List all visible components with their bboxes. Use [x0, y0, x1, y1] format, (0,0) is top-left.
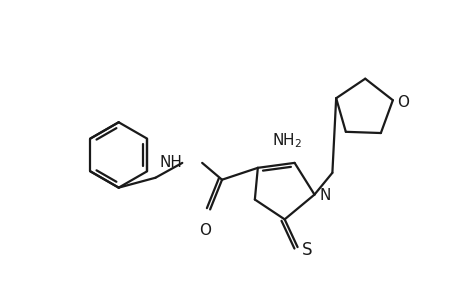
Text: NH$_2$: NH$_2$	[271, 131, 301, 150]
Text: O: O	[396, 95, 408, 110]
Text: O: O	[199, 223, 211, 238]
Text: S: S	[301, 241, 311, 259]
Text: N: N	[319, 188, 330, 203]
Text: NH: NH	[159, 155, 182, 170]
